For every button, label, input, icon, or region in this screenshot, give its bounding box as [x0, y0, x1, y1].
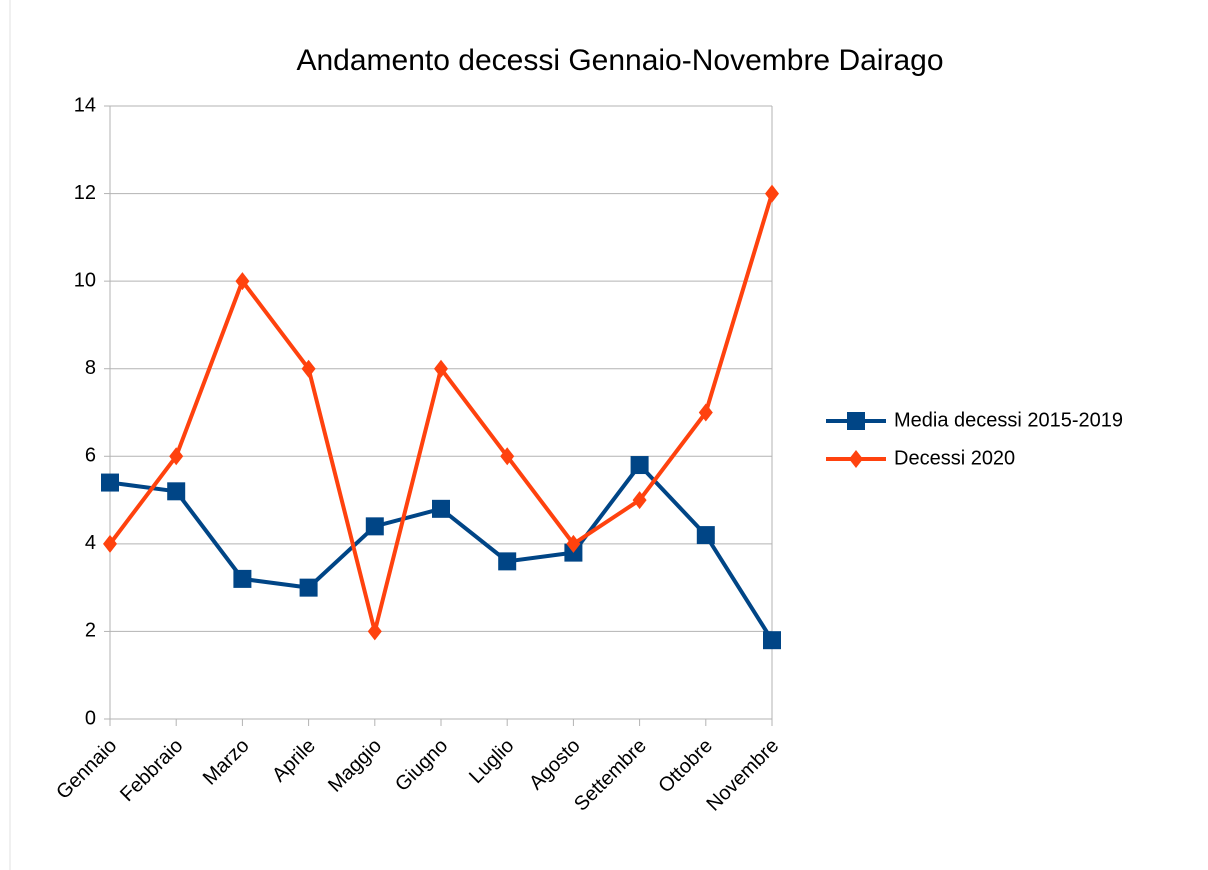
y-tick-label: 12 — [74, 182, 96, 204]
legend-label: Media decessi 2015-2019 — [894, 409, 1123, 431]
point — [765, 184, 779, 203]
point — [169, 447, 184, 466]
legend-marker — [847, 412, 865, 430]
y-tick-label: 10 — [74, 269, 96, 291]
x-tick-label: Marzo — [199, 735, 254, 790]
point — [630, 456, 649, 475]
point — [498, 552, 517, 571]
legend-marker — [849, 450, 863, 468]
legend-label: Decessi 2020 — [894, 447, 1015, 469]
point — [698, 403, 713, 422]
x-tick-label: Agosto — [525, 735, 585, 795]
point — [235, 272, 250, 291]
point — [500, 447, 515, 466]
point — [432, 499, 450, 518]
x-tick-label: Ottobre — [654, 735, 717, 798]
point — [632, 491, 647, 510]
point — [367, 622, 382, 641]
y-tick-label: 2 — [85, 620, 96, 642]
y-tick-label: 0 — [85, 707, 96, 729]
x-tick-label: Giugno — [391, 735, 452, 796]
point — [299, 578, 318, 597]
point — [103, 534, 117, 553]
x-tick-label: Luglio — [465, 735, 518, 788]
x-tick-label: Febbraio — [116, 735, 187, 806]
point — [365, 517, 384, 536]
x-tick-label: Gennaio — [52, 735, 121, 804]
x-tick-label: Maggio — [324, 735, 386, 797]
point — [101, 473, 119, 492]
point — [434, 359, 448, 378]
y-tick-label: 8 — [85, 357, 96, 379]
x-tick-label: Settembre — [570, 735, 651, 816]
series-line — [109, 463, 774, 642]
chart-title: Andamento decessi Gennaio-Novembre Daira… — [296, 44, 943, 77]
point — [301, 359, 316, 378]
series-line — [108, 192, 774, 634]
point — [167, 482, 186, 501]
point — [566, 534, 581, 553]
y-tick-label: 14 — [74, 94, 96, 116]
x-tick-label: Novembre — [702, 735, 783, 816]
point — [763, 631, 781, 650]
y-tick-label: 4 — [85, 532, 96, 554]
x-tick-label: Aprile — [268, 735, 320, 787]
point — [696, 526, 715, 545]
point — [233, 569, 252, 588]
y-tick-label: 6 — [85, 445, 96, 467]
